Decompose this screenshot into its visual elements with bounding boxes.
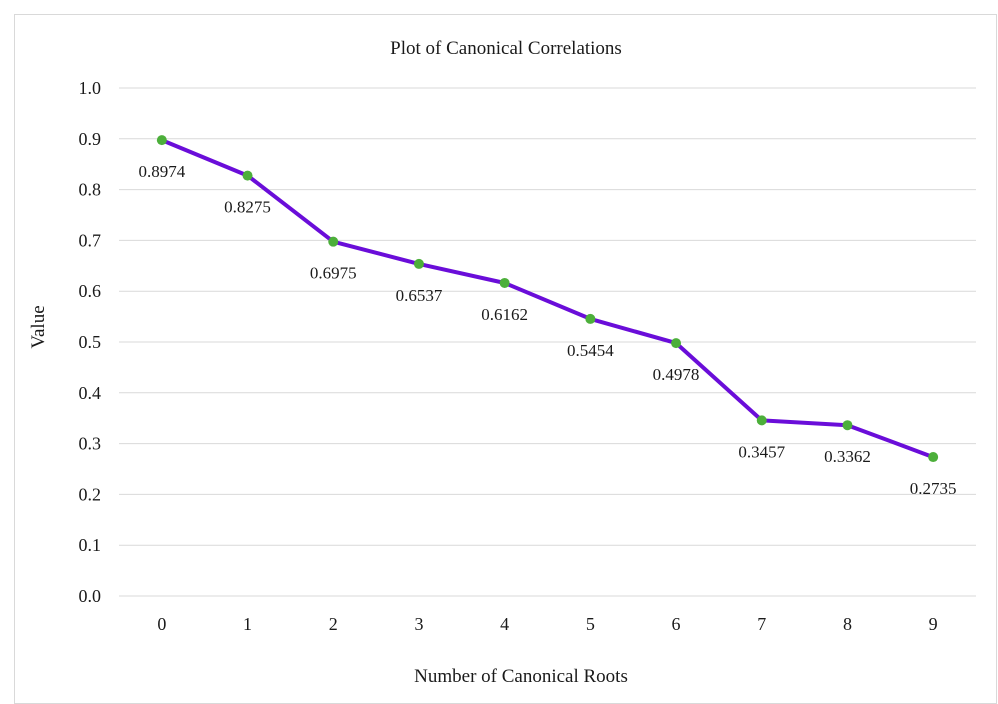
- data-point: [842, 420, 853, 431]
- x-tick-label: 2: [329, 614, 338, 634]
- series-line: [159, 138, 936, 460]
- data-label: 0.3362: [824, 447, 871, 466]
- y-tick-label: 0.8: [79, 180, 102, 200]
- y-tick-label: 0.9: [79, 129, 102, 149]
- series: [156, 135, 939, 463]
- data-label: 0.6975: [310, 264, 357, 283]
- x-axis-title: Number of Canonical Roots: [414, 666, 628, 687]
- chart-frame: [14, 14, 997, 704]
- data-point: [585, 313, 596, 324]
- data-labels: 0.8974 0.8275 0.6975 0.6537 0.6162 0.5454 0.49…: [138, 162, 956, 498]
- data-point: [328, 236, 339, 247]
- data-label: 0.6162: [481, 305, 528, 324]
- x-tick-label: 4: [500, 614, 509, 634]
- data-label: 0.2735: [910, 479, 957, 498]
- data-point: [928, 452, 939, 463]
- x-tick-label: 8: [843, 614, 852, 634]
- data-label: 0.4978: [653, 365, 700, 384]
- y-tick-label: 1.0: [79, 78, 102, 98]
- y-tick-label: 0.3: [79, 434, 102, 454]
- y-tick-label: 0.6: [79, 281, 102, 301]
- x-tick-label: 5: [586, 614, 595, 634]
- x-tick-label: 1: [243, 614, 252, 634]
- y-axis-title: Value: [28, 305, 49, 348]
- y-axis-ticks: 0.0 0.1 0.2 0.3 0.4 0.5 0.6 0.7 0.8 0.9 1.0: [79, 78, 102, 606]
- x-tick-label: 9: [929, 614, 938, 634]
- data-label: 0.3457: [738, 442, 785, 461]
- x-tick-label: 7: [757, 614, 766, 634]
- y-tick-label: 0.2: [79, 484, 102, 504]
- data-point: [671, 338, 682, 349]
- y-tick-label: 0.7: [79, 230, 102, 250]
- y-tick-label: 0.1: [79, 535, 102, 555]
- y-tick-label: 0.4: [79, 383, 102, 403]
- data-point: [756, 415, 767, 426]
- data-label: 0.5454: [567, 341, 614, 360]
- data-point: [499, 277, 510, 288]
- data-label: 0.8974: [138, 162, 185, 181]
- data-point: [413, 258, 424, 269]
- x-tick-label: 6: [672, 614, 681, 634]
- chart-title: Plot of Canonical Correlations: [390, 38, 622, 59]
- y-tick-label: 0.5: [79, 332, 102, 352]
- data-label: 0.8275: [224, 198, 271, 217]
- data-point: [242, 170, 253, 181]
- x-tick-label: 3: [414, 614, 423, 634]
- x-tick-label: 0: [157, 614, 166, 634]
- gridlines: [119, 87, 976, 597]
- x-axis-ticks: 0 1 2 3 4 5 6 7 8 9: [157, 614, 937, 634]
- data-label: 0.6537: [396, 286, 443, 305]
- y-tick-label: 0.0: [79, 586, 102, 606]
- data-point: [156, 135, 167, 146]
